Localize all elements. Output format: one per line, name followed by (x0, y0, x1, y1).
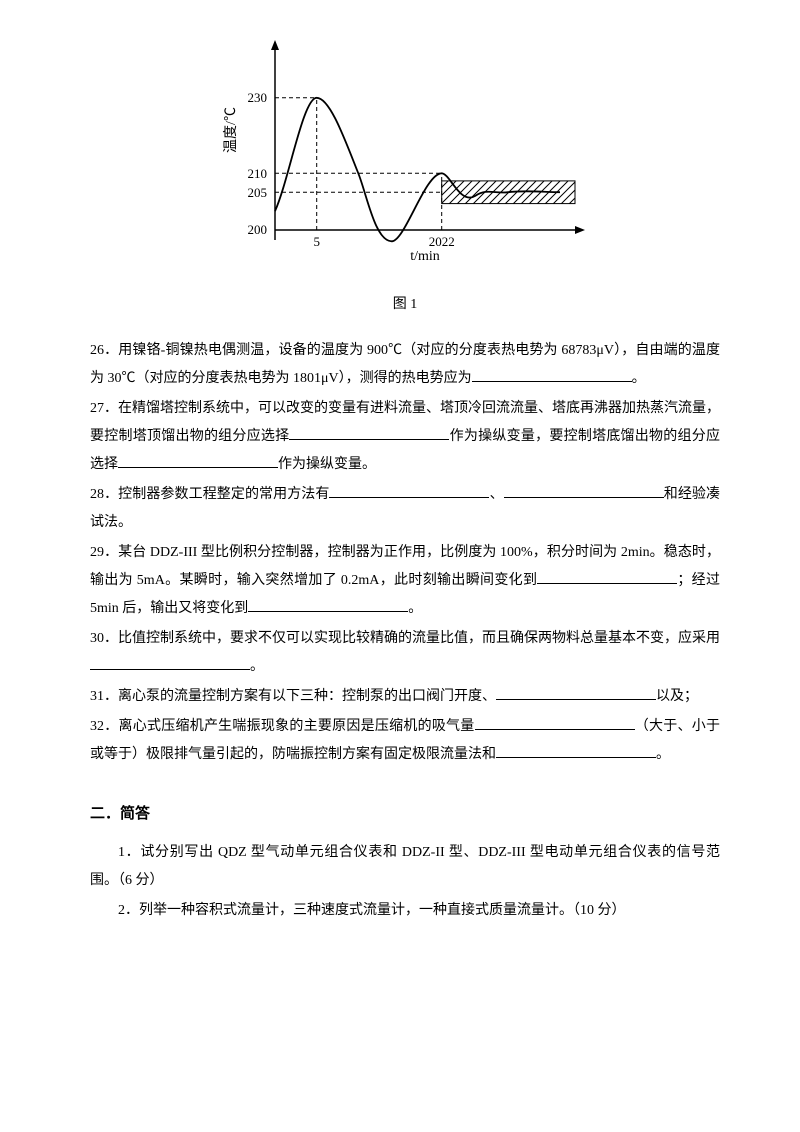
svg-text:205: 205 (248, 185, 268, 200)
q30-text-1: 30．比值控制系统中，要求不仅可以实现比较精确的流量比值，而且确保两物料总量基本… (90, 631, 720, 646)
q28-blank-1 (329, 484, 489, 498)
q32-blank-2 (496, 744, 656, 758)
question-30: 30．比值控制系统中，要求不仅可以实现比较精确的流量比值，而且确保两物料总量基本… (90, 625, 720, 681)
svg-text:5: 5 (313, 234, 320, 249)
q31-text-1: 31．离心泵的流量控制方案有以下三种：控制泵的出口阀门开度、 (90, 689, 496, 704)
q28-blank-2 (504, 484, 664, 498)
q28-text-1: 28．控制器参数工程整定的常用方法有 (90, 487, 329, 502)
svg-text:210: 210 (248, 166, 268, 181)
sub-question-2: 2．列举一种容积式流量计，三种速度式流量计，一种直接式质量流量计。（10 分） (90, 897, 720, 925)
question-29: 29．某台 DDZ-III 型比例积分控制器，控制器为正作用，比例度为 100%… (90, 539, 720, 623)
question-27: 27．在精馏塔控制系统中，可以改变的变量有进料流量、塔顶冷回流流量、塔底再沸器加… (90, 395, 720, 479)
section-2-title: 二．简答 (90, 799, 720, 829)
q26-blank (472, 368, 632, 382)
q31-blank (496, 686, 656, 700)
q27-blank-1 (289, 426, 449, 440)
chart-figure: 温度/℃ t/min 200 205 210 230 5 2022 (215, 30, 595, 281)
q26-text-2: 。 (632, 371, 646, 386)
question-28: 28．控制器参数工程整定的常用方法有、和经验凑试法。 (90, 481, 720, 537)
temperature-chart-svg: 温度/℃ t/min 200 205 210 230 5 2022 (215, 30, 595, 270)
q29-blank-2 (248, 598, 408, 612)
question-31: 31．离心泵的流量控制方案有以下三种：控制泵的出口阀门开度、 以及； (90, 683, 720, 711)
q27-blank-2 (118, 454, 278, 468)
q32-text-1: 32．离心式压缩机产生喘振现象的主要原因是压缩机的吸气量 (90, 719, 475, 734)
svg-text:2022: 2022 (429, 234, 455, 249)
svg-text:230: 230 (248, 90, 268, 105)
svg-text:200: 200 (248, 222, 268, 237)
q29-text-3: 。 (408, 601, 422, 616)
q32-text-3: 。 (656, 747, 670, 762)
q27-text-3: 作为操纵变量。 (278, 457, 376, 472)
q31-text-2: 以及； (656, 689, 698, 704)
sub-question-1: 1．试分别写出 QDZ 型气动单元组合仪表和 DDZ-II 型、DDZ-III … (90, 839, 720, 895)
y-axis-label: 温度/℃ (223, 107, 239, 153)
x-axis-label: t/min (410, 249, 440, 264)
question-26: 26．用镍铬-铜镍热电偶测温，设备的温度为 900℃（对应的分度表热电势为 68… (90, 337, 720, 393)
q30-blank (90, 656, 250, 670)
q30-text-2: 。 (250, 659, 264, 674)
question-32: 32．离心式压缩机产生喘振现象的主要原因是压缩机的吸气量（大于、小于或等于）极限… (90, 713, 720, 769)
chart-caption: 图 1 (90, 291, 720, 319)
q28-text-2: 、 (489, 487, 503, 502)
q29-blank-1 (537, 570, 677, 584)
q32-blank-1 (475, 716, 635, 730)
